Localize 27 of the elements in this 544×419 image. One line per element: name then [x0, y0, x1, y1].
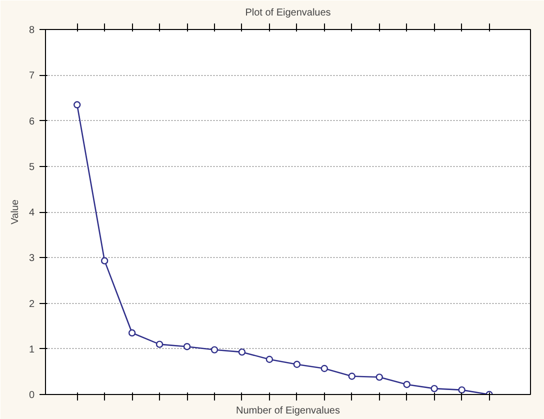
point: [458, 386, 466, 394]
x-axis-title: Number of Eigenvalues: [236, 406, 340, 416]
y-tick-label: 8: [28, 25, 35, 36]
point: [156, 340, 164, 348]
point: [266, 356, 274, 363]
point: [376, 374, 383, 381]
chart-title: Plot of Eigenvalues: [245, 8, 331, 18]
y-tick-label: 2: [28, 298, 35, 310]
point: [293, 360, 301, 368]
y-tick-label: 6: [28, 116, 35, 128]
point: [183, 343, 191, 350]
point: [74, 101, 81, 108]
point: [210, 346, 218, 354]
point: [348, 372, 356, 380]
point: [430, 384, 438, 392]
y-tick-label: 7: [28, 70, 35, 82]
y-tick-label: 4: [28, 208, 35, 218]
y-tick-label: 5: [28, 162, 35, 173]
y-tick-label: 3: [28, 253, 35, 264]
y-axis-title: Value: [10, 199, 21, 224]
point: [320, 364, 328, 372]
y-tick-label: 1: [28, 344, 35, 356]
point: [238, 348, 246, 356]
point: [128, 329, 136, 336]
point: [403, 380, 410, 388]
point: [100, 257, 108, 264]
y-tick-label: 0: [28, 390, 35, 401]
